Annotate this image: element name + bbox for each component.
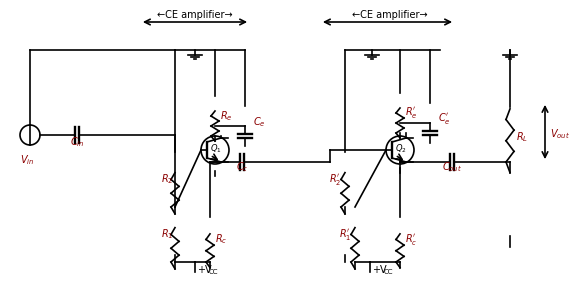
Text: $C_e'$: $C_e'$ — [438, 111, 450, 126]
Text: +V: +V — [372, 265, 387, 275]
Text: $R_2$: $R_2$ — [161, 173, 173, 186]
Text: ←CE amplifier→: ←CE amplifier→ — [157, 10, 233, 20]
Text: $R_1'$: $R_1'$ — [339, 227, 352, 242]
Text: ←CE amplifier→: ←CE amplifier→ — [352, 10, 428, 20]
Text: $R_c$: $R_c$ — [215, 233, 228, 246]
Text: CC: CC — [209, 269, 219, 275]
Text: $R_1$: $R_1$ — [161, 228, 173, 241]
Text: $C_c$: $C_c$ — [236, 160, 248, 174]
Text: $R_e'$: $R_e'$ — [405, 106, 418, 121]
Text: $C_{in}$: $C_{in}$ — [70, 135, 84, 149]
Text: $R_c'$: $R_c'$ — [405, 232, 418, 247]
Text: $V_{out}$: $V_{out}$ — [550, 128, 570, 142]
Text: $R_e$: $R_e$ — [220, 109, 233, 123]
Text: $C_{out}$: $C_{out}$ — [442, 160, 462, 174]
Text: $R_2'$: $R_2'$ — [329, 172, 341, 187]
Text: CC: CC — [384, 269, 394, 275]
Text: $Q_1$: $Q_1$ — [210, 143, 222, 155]
Text: $R_L$: $R_L$ — [516, 130, 528, 144]
Text: $C_e$: $C_e$ — [253, 115, 266, 129]
Text: +V: +V — [197, 265, 212, 275]
Text: $V_{in}$: $V_{in}$ — [20, 153, 34, 167]
Text: $Q_2$: $Q_2$ — [395, 143, 407, 155]
